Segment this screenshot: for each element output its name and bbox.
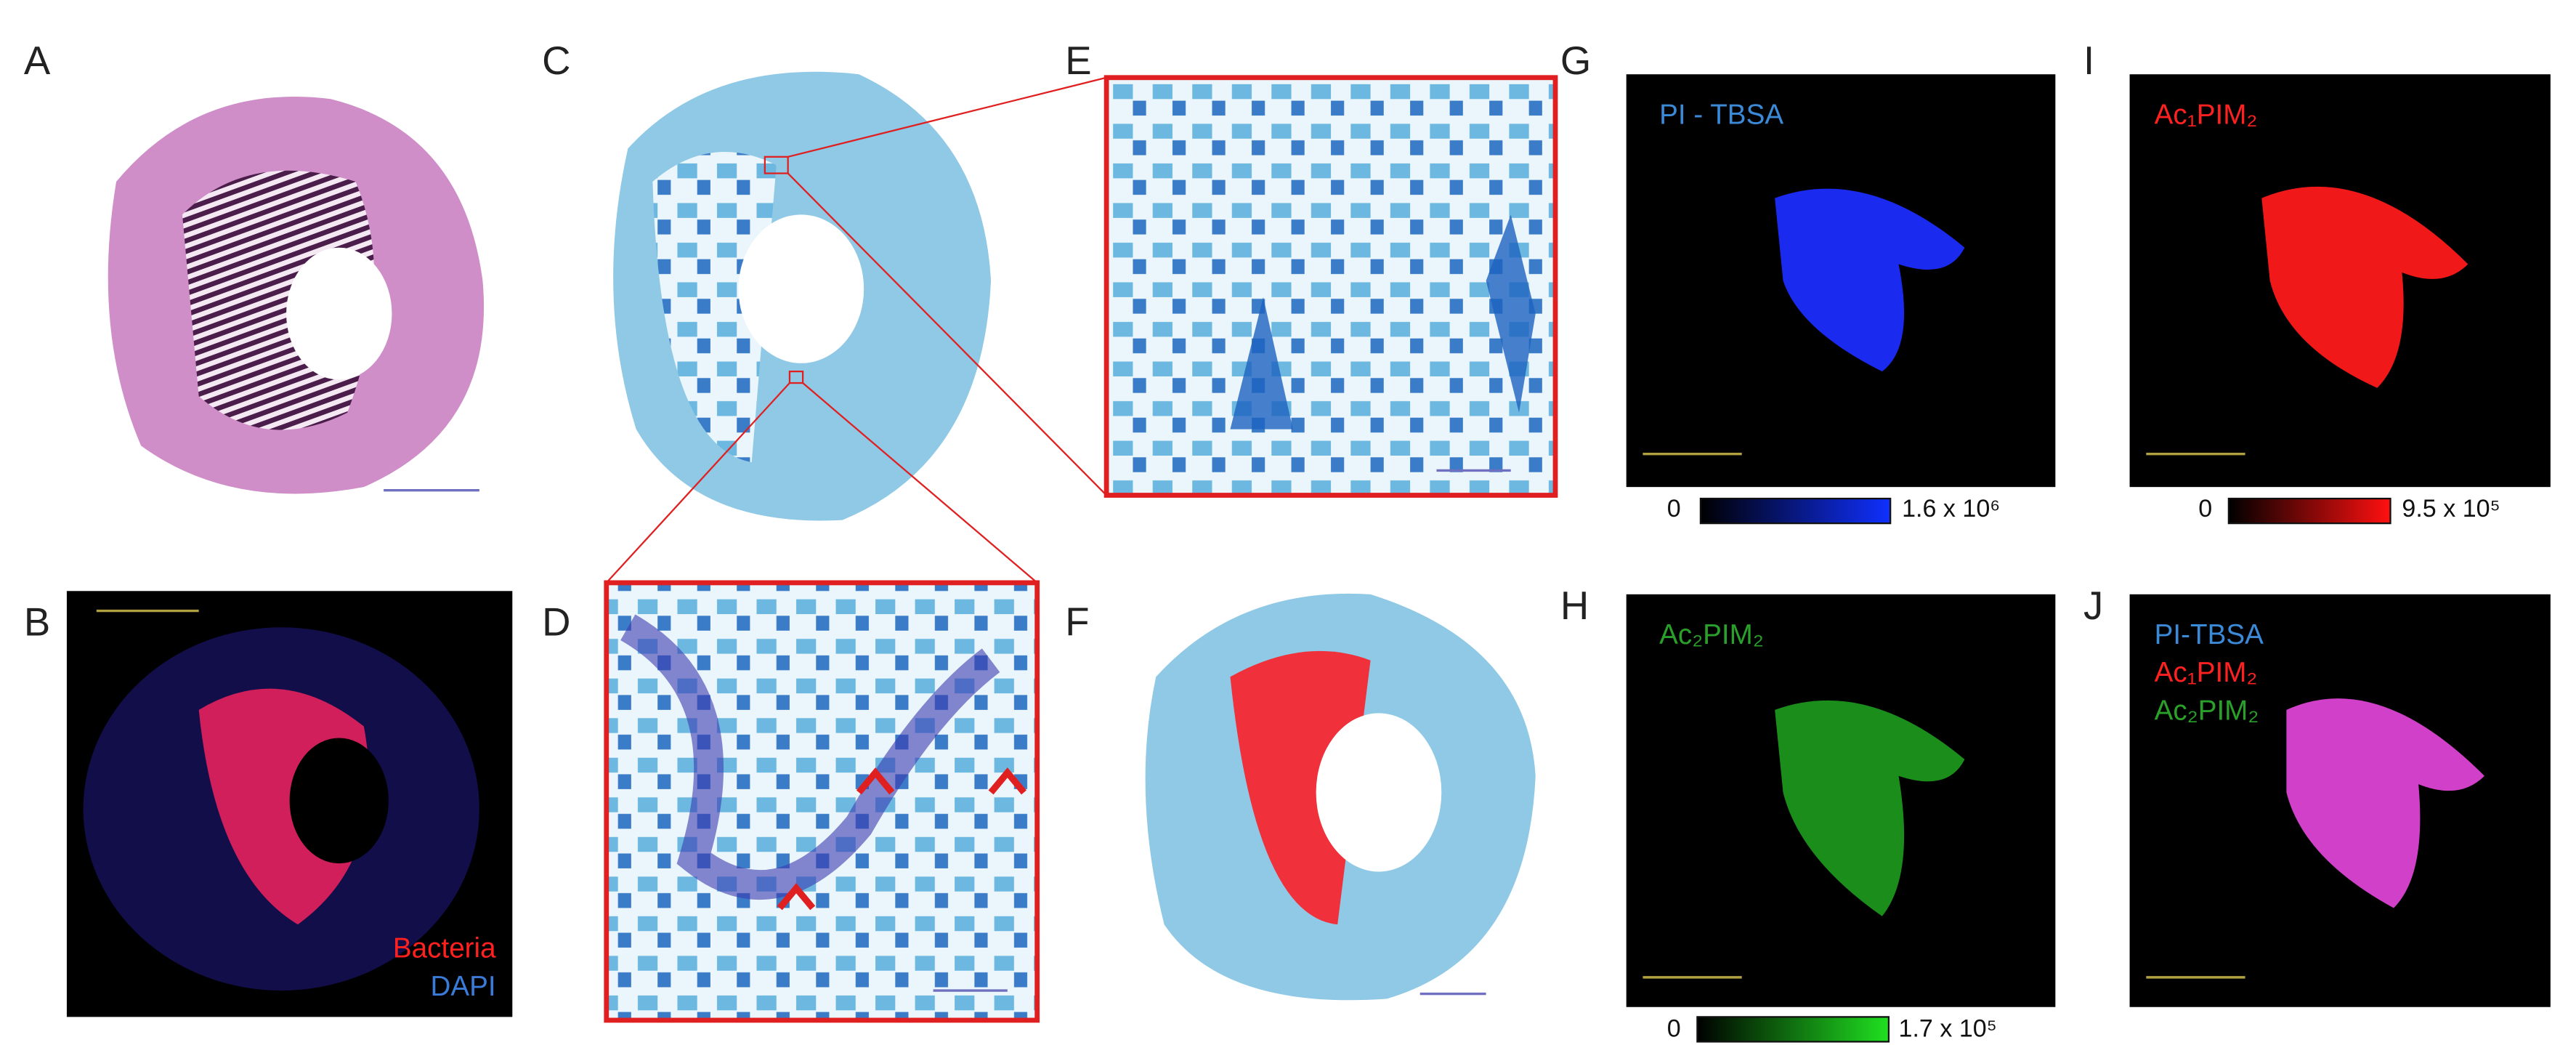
panel-e: E bbox=[1065, 39, 1558, 498]
zoom-box bbox=[764, 156, 789, 174]
colorbar bbox=[1696, 1016, 1890, 1043]
panel-i: I Ac₁PIM₂ 0 9.5 x 10⁵ bbox=[2083, 39, 2551, 525]
panel-label: E bbox=[1065, 39, 1091, 83]
colorbar-min: 0 bbox=[1667, 1015, 1681, 1043]
panel-label: H bbox=[1560, 584, 1589, 628]
zoom-box bbox=[788, 371, 804, 384]
arrow bbox=[777, 767, 1027, 911]
legend-text: DAPI bbox=[430, 971, 495, 1002]
panel-c: C bbox=[542, 39, 1107, 584]
panel-label: F bbox=[1065, 600, 1089, 645]
zoom-image bbox=[1103, 75, 1558, 498]
highlight bbox=[1230, 650, 1371, 925]
panel-a: A bbox=[24, 39, 485, 494]
panel-f: F bbox=[1065, 593, 1536, 1001]
tissue-band bbox=[620, 614, 1000, 900]
colorbar bbox=[1699, 497, 1892, 525]
colorbar-max: 9.5 x 10⁵ bbox=[2402, 495, 2500, 522]
panel-label: B bbox=[24, 600, 50, 645]
signal bbox=[1775, 700, 1965, 916]
signal bbox=[2261, 186, 2468, 388]
colorbar-min: 0 bbox=[1667, 495, 1681, 522]
panel-label: D bbox=[542, 600, 570, 645]
map-title: Ac₂PIM₂ bbox=[1659, 619, 1764, 650]
panel-d: D bbox=[542, 580, 1040, 1023]
signal bbox=[2286, 698, 2484, 908]
colorbar-min: 0 bbox=[2198, 495, 2212, 522]
legend-text: PI-TBSA bbox=[2155, 619, 2264, 650]
map-title: Ac₁PIM₂ bbox=[2155, 99, 2258, 130]
legend-text: Bacteria bbox=[393, 933, 496, 964]
zoom-line bbox=[605, 382, 790, 584]
zoom-line bbox=[802, 382, 1038, 584]
lumen bbox=[286, 247, 392, 380]
zoom-line bbox=[787, 76, 1107, 158]
panel-h: H Ac₂PIM₂ 0 1.7 x 10⁵ bbox=[1560, 584, 2056, 1043]
colorbar-max: 1.7 x 10⁵ bbox=[1899, 1015, 1997, 1043]
legend-text: Ac₁PIM₂ bbox=[2155, 657, 2258, 688]
panel-label: C bbox=[542, 39, 570, 83]
panel-g: G PI - TBSA 0 1.6 x 10⁶ bbox=[1560, 39, 2056, 525]
lumen bbox=[738, 214, 864, 363]
tissue-block bbox=[1230, 214, 1536, 429]
panel-label: G bbox=[1560, 39, 1591, 83]
panel-label: A bbox=[24, 39, 51, 83]
colorbar-max: 1.6 x 10⁶ bbox=[1902, 495, 2000, 522]
panel-label: I bbox=[2083, 39, 2094, 83]
legend-text: Ac₂PIM₂ bbox=[2155, 695, 2259, 726]
zoom-line bbox=[787, 172, 1107, 496]
panel-j: J PI-TBSA Ac₁PIM₂ Ac₂PIM₂ bbox=[2083, 584, 2551, 1007]
panel-b: B Bacteria DAPI bbox=[24, 591, 513, 1017]
tissue-core bbox=[652, 151, 777, 463]
lumen bbox=[1316, 713, 1442, 872]
signal bbox=[1775, 188, 1965, 372]
map-title: PI - TBSA bbox=[1659, 99, 1783, 130]
colorbar bbox=[2227, 497, 2391, 525]
lumen bbox=[289, 738, 389, 864]
panel-label: J bbox=[2083, 584, 2103, 628]
